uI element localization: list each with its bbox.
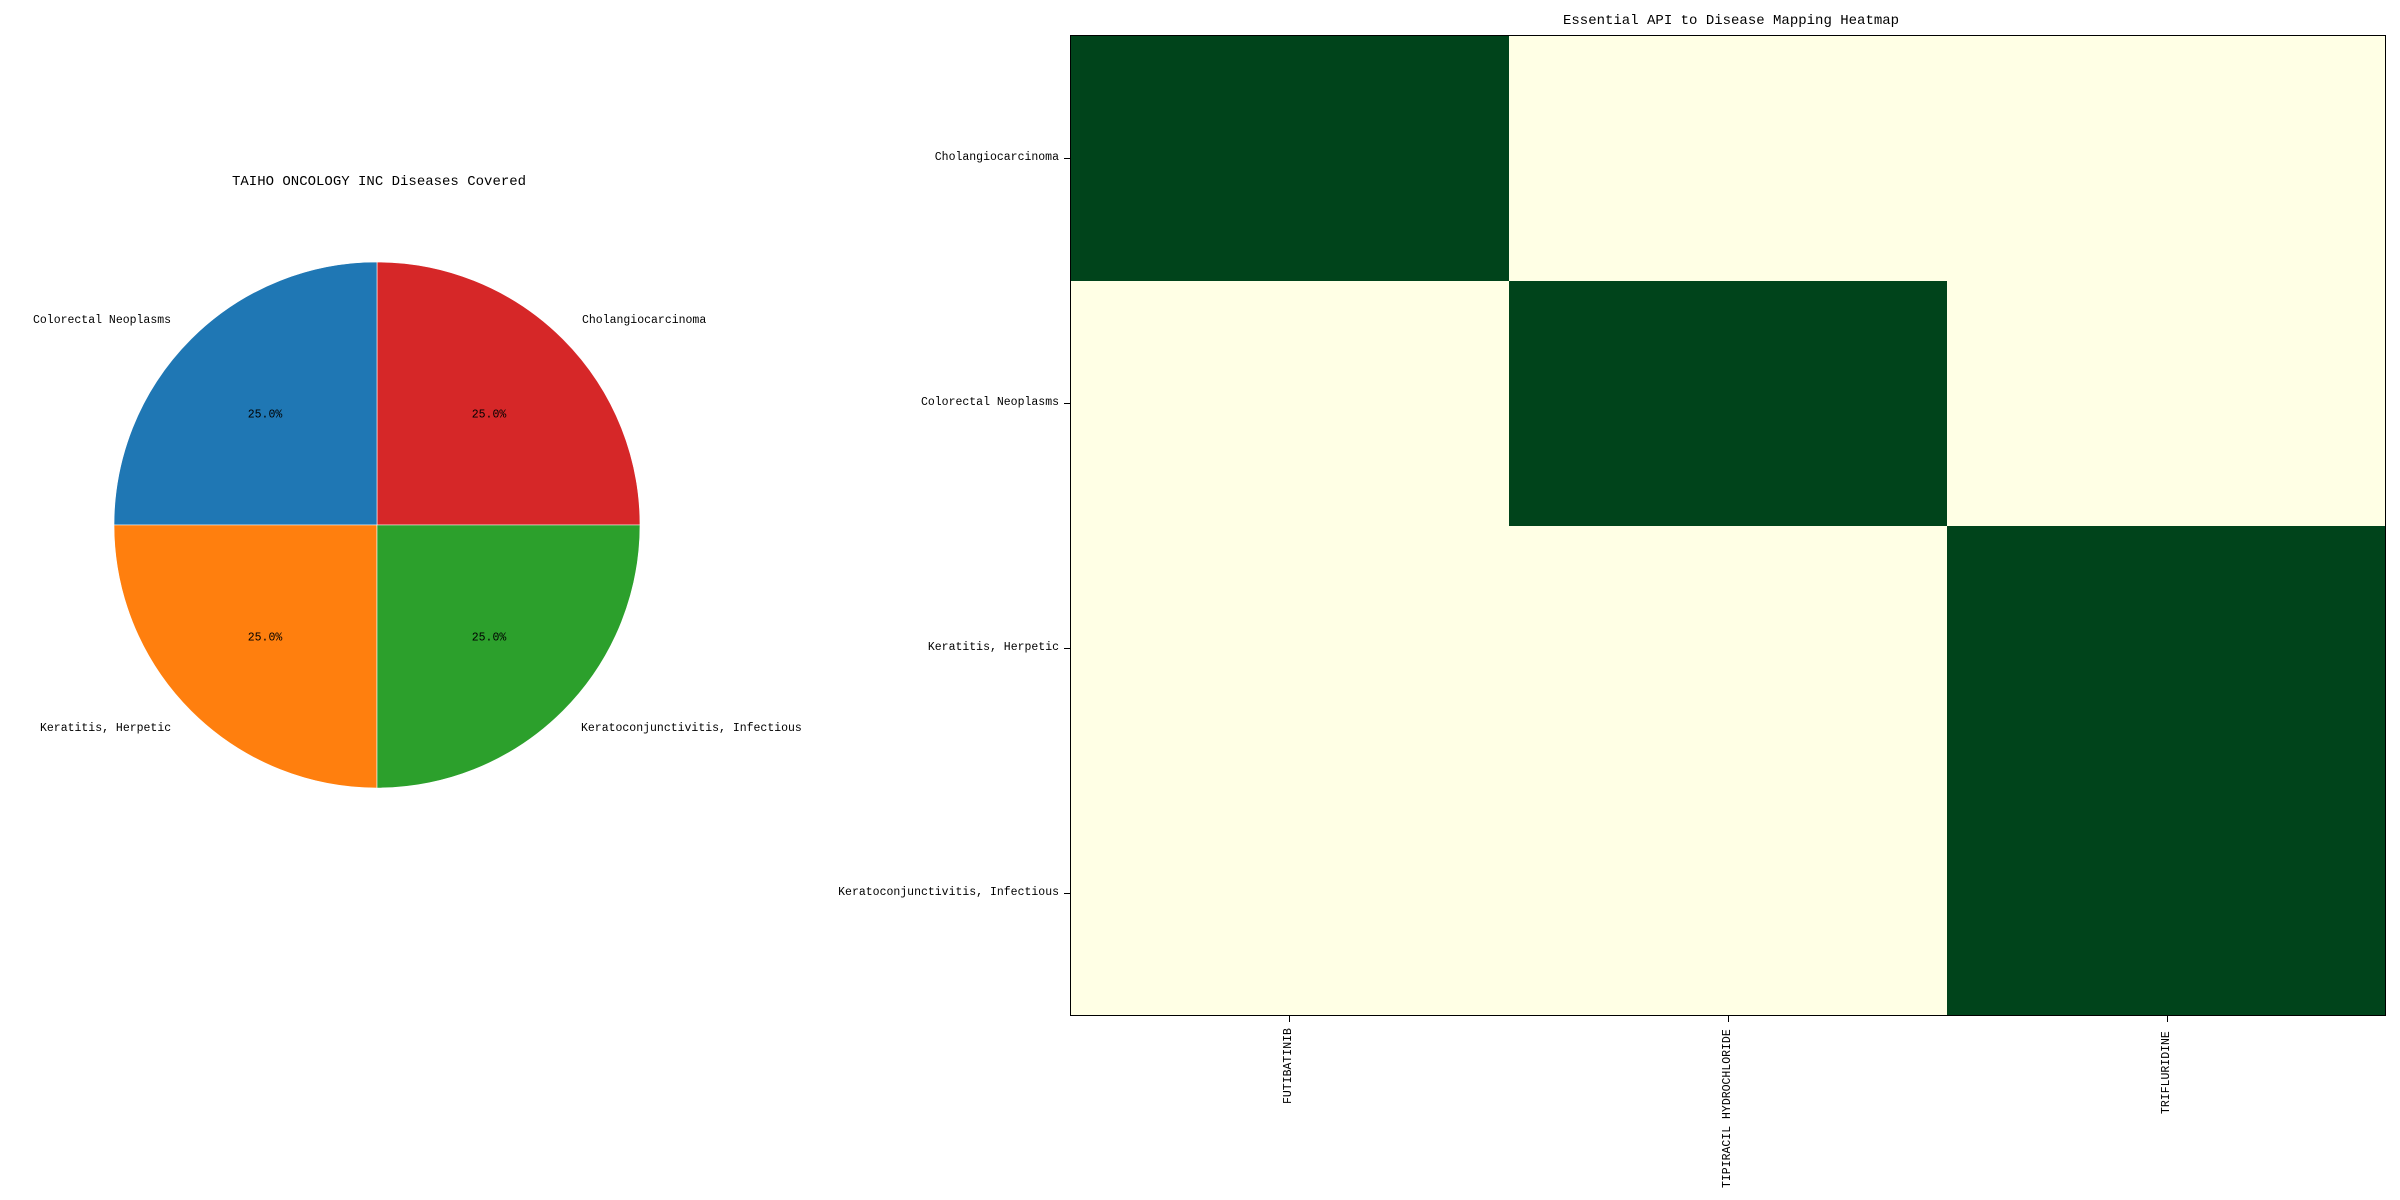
- heatmap-cell-r2c0: [1071, 525, 1509, 771]
- pie-title: TAIHO ONCOLOGY INC Diseases Covered: [232, 174, 527, 190]
- ytick-mark: [1064, 158, 1070, 159]
- xtick-label-trifluridine: TRIFLURIDINE: [2160, 1031, 2173, 1114]
- heatmap-cell-r1c0: [1071, 280, 1509, 526]
- ytick-mark: [1064, 893, 1070, 894]
- xtick-label-futibatinib: FUTIBATINIB: [1282, 1028, 1295, 1104]
- heatmap-cell-r0c0: [1071, 36, 1509, 281]
- pie-pct-keratoconjunctivitis-infectious: 25.0%: [471, 631, 507, 645]
- heatmap-cell-r3c2: [1947, 770, 2385, 1015]
- heatmap-cell-r2c2: [1947, 525, 2385, 771]
- xtick-label-tipiracil-hydrochloride: TIPIRACIL HYDROCHLORIDE: [1721, 1029, 1734, 1188]
- heatmap-cell-r2c1: [1509, 525, 1947, 771]
- xtick-mark: [1289, 1016, 1290, 1022]
- pie-slice-cholangiocarcinoma: [376, 261, 641, 526]
- pie-label-keratoconjunctivitis-infectious: Keratoconjunctivitis, Infectious: [581, 722, 802, 735]
- ytick-mark: [1064, 648, 1070, 649]
- pie-slice-keratoconjunctivitis-infectious: [376, 524, 641, 789]
- heatmap-cell-r1c2: [1947, 280, 2385, 526]
- ytick-label-cholangiocarcinoma: Cholangiocarcinoma: [934, 151, 1059, 164]
- xtick-mark: [2167, 1016, 2168, 1022]
- pie-slice-keratitis-herpetic: [113, 524, 378, 789]
- ytick-label-colorectal-neoplasms: Colorectal Neoplasms: [920, 396, 1059, 409]
- heatmap-title: Essential API to Disease Mapping Heatmap: [1563, 13, 1900, 29]
- heatmap-cell-r0c2: [1947, 36, 2385, 281]
- pie-label-colorectal-neoplasms: Colorectal Neoplasms: [33, 314, 172, 327]
- heatmap-grid: [1070, 35, 2386, 1016]
- pie-pct-colorectal-neoplasms: 25.0%: [247, 408, 283, 422]
- pie-slice-colorectal-neoplasms: [113, 261, 378, 526]
- heatmap-cell-r0c1: [1509, 36, 1947, 281]
- pie-chart: [113, 261, 641, 789]
- pie-pct-keratitis-herpetic: 25.0%: [247, 631, 283, 645]
- ytick-mark: [1064, 403, 1070, 404]
- heatmap-cell-r3c1: [1509, 770, 1947, 1015]
- ytick-label-keratoconjunctivitis-infectious: Keratoconjunctivitis, Infectious: [838, 886, 1059, 899]
- pie-pct-cholangiocarcinoma: 25.0%: [471, 408, 507, 422]
- heatmap-cell-r1c1: [1509, 280, 1947, 526]
- heatmap-cell-r3c0: [1071, 770, 1509, 1015]
- pie-label-keratitis-herpetic: Keratitis, Herpetic: [40, 722, 172, 735]
- xtick-mark: [1728, 1016, 1729, 1022]
- pie-label-cholangiocarcinoma: Cholangiocarcinoma: [582, 314, 707, 327]
- ytick-label-keratitis-herpetic: Keratitis, Herpetic: [927, 641, 1059, 654]
